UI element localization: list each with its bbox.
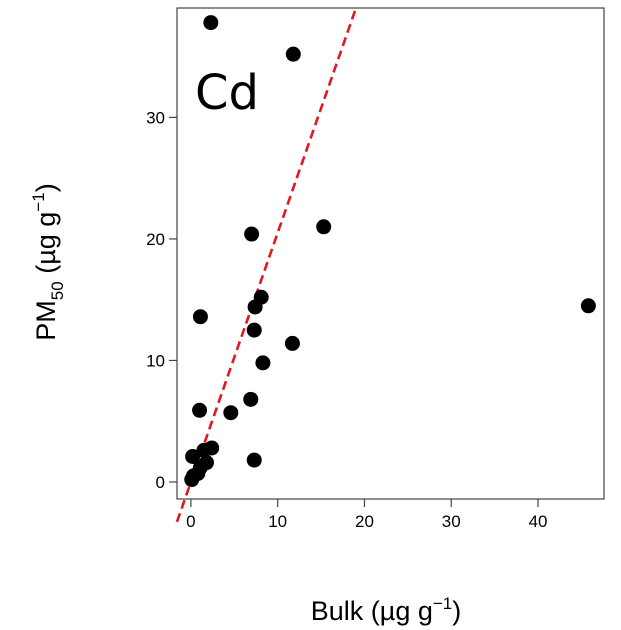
y-tick-label: 30 [146, 108, 165, 127]
y-axis: 0 10 20 30 [146, 108, 177, 492]
y-axis-title: PM50 (µg g−1) [29, 183, 67, 340]
data-point [285, 46, 301, 62]
panel-label: Cd [195, 65, 259, 121]
x-tick-label: 10 [268, 512, 287, 531]
data-point [580, 298, 596, 314]
data-points [184, 15, 596, 488]
data-point [192, 402, 208, 418]
data-point [184, 472, 200, 488]
data-point [284, 335, 300, 351]
y-tick-label: 20 [146, 230, 165, 249]
x-tick-label: 40 [529, 512, 548, 531]
data-point [185, 448, 201, 464]
x-axis: 0 10 20 30 40 [186, 499, 548, 531]
data-point [203, 15, 219, 31]
x-tick-label: 30 [442, 512, 461, 531]
data-point [244, 226, 260, 242]
data-point [246, 322, 262, 338]
y-tick-label: 10 [146, 351, 165, 370]
x-axis-title: Bulk (µg g−1) [311, 594, 462, 626]
data-point [243, 391, 259, 407]
data-point [316, 219, 332, 235]
plot-frame [176, 7, 605, 500]
reference-line [175, 7, 358, 523]
data-point [246, 452, 262, 468]
data-point [255, 355, 271, 371]
x-tick-label: 0 [186, 512, 195, 531]
y-tick-label: 0 [156, 473, 165, 492]
x-tick-label: 20 [355, 512, 374, 531]
data-point [196, 442, 212, 458]
data-point [223, 405, 239, 421]
data-point [192, 309, 208, 325]
data-point [247, 299, 263, 315]
